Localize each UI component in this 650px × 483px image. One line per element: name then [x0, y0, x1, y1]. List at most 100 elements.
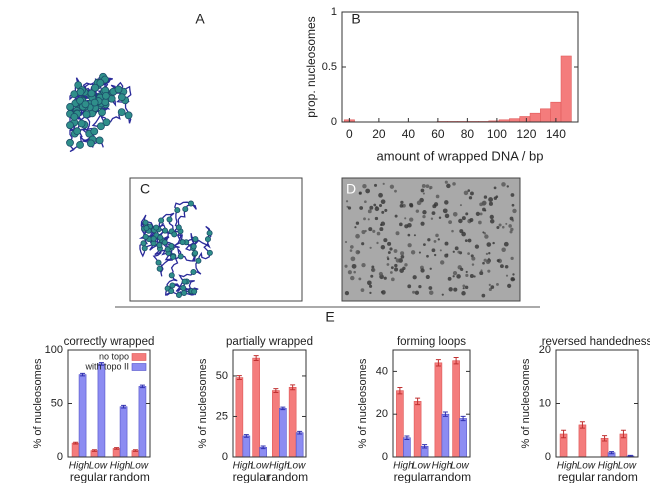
em-particle: [444, 241, 449, 246]
em-particle: [360, 288, 365, 292]
y-tick-label: 40: [376, 365, 388, 377]
nucleosome: [155, 259, 162, 266]
em-particle: [481, 293, 486, 298]
error-bar: [260, 445, 266, 450]
em-particle: [486, 242, 492, 247]
em-particle: [429, 187, 432, 190]
y-tick-label: 50: [51, 397, 63, 409]
em-particle: [488, 252, 491, 255]
bar: [138, 386, 147, 458]
nucleosome: [102, 118, 111, 127]
nucleosome: [124, 111, 133, 120]
em-particle: [394, 263, 398, 268]
plot-frame: [341, 11, 579, 123]
em-particle: [367, 218, 370, 221]
em-particle: [369, 291, 372, 295]
em-particle: [353, 270, 356, 274]
error-bar: [442, 411, 448, 417]
em-particle: [347, 206, 352, 210]
em-particle: [347, 270, 352, 275]
bar: [242, 435, 251, 458]
em-particle: [404, 217, 407, 220]
em-particle: [433, 253, 437, 257]
em-particle: [433, 202, 439, 207]
em-particle: [363, 217, 366, 221]
nucleosome: [96, 79, 105, 87]
error-bar: [579, 421, 585, 429]
em-particle: [505, 222, 508, 225]
em-particle: [394, 267, 399, 272]
x-tick-label: Low: [130, 461, 149, 472]
em-particle: [350, 275, 355, 281]
nucleosome: [179, 239, 186, 246]
error-bar: [280, 406, 286, 411]
x-tick-label: High: [598, 461, 619, 472]
em-particle: [415, 209, 420, 213]
em-particle: [378, 271, 383, 277]
nucleosome: [156, 265, 163, 272]
bar: [578, 424, 587, 458]
x-tick-label: 0: [346, 127, 353, 141]
nucleosome: [70, 112, 79, 121]
nucleosome: [90, 98, 99, 107]
em-particle: [389, 271, 393, 274]
em-particle: [457, 250, 461, 254]
em-particle: [503, 241, 509, 247]
em-particle: [407, 222, 412, 228]
nucleosome: [117, 93, 126, 102]
em-particle: [362, 183, 367, 189]
em-particle: [400, 200, 404, 204]
error-bar: [114, 447, 120, 450]
em-particle: [394, 256, 397, 260]
nucleosome: [191, 288, 198, 295]
bar: [272, 390, 280, 458]
em-particle: [387, 241, 392, 246]
em-particle: [479, 271, 484, 276]
bar: [295, 432, 304, 458]
nucleosome: [156, 242, 163, 249]
em-particle: [345, 200, 349, 203]
nucleosome: [97, 122, 105, 131]
nucleosome: [66, 121, 74, 130]
y-axis-label: % of nucleosomes: [32, 358, 44, 448]
em-particle: [350, 256, 356, 262]
group-label: regular: [70, 470, 107, 483]
error-bar: [98, 362, 104, 366]
em-particle: [409, 217, 414, 222]
em-particle: [465, 212, 469, 216]
em-particle: [482, 231, 485, 234]
group-label: regular: [558, 470, 595, 483]
em-particle: [389, 184, 395, 189]
bar: [78, 374, 87, 458]
panel-c-frame: [129, 177, 303, 302]
em-particle: [369, 284, 373, 288]
panel-label: E: [325, 309, 334, 325]
error-bar: [453, 356, 459, 365]
em-particle: [487, 269, 491, 273]
em-particle: [370, 274, 374, 278]
x-tick-label: 140: [546, 127, 566, 141]
x-tick-label: High: [557, 461, 578, 472]
em-particle: [448, 220, 453, 225]
em-particle: [357, 250, 361, 254]
em-particle: [442, 208, 448, 214]
bar: [452, 360, 460, 458]
em-particle: [447, 276, 452, 281]
em-particle: [437, 238, 440, 241]
legend-label: with topo II: [84, 361, 129, 371]
group-label: regular: [394, 470, 431, 483]
bar: [519, 116, 531, 123]
em-particle: [510, 256, 514, 261]
em-particle: [461, 231, 466, 237]
em-particle: [453, 287, 458, 292]
em-particle: [501, 182, 506, 187]
em-particle: [468, 196, 473, 200]
em-particle: [364, 200, 367, 204]
x-tick-label: 20: [372, 127, 386, 141]
em-particle: [444, 213, 450, 219]
em-particle: [465, 270, 468, 274]
panel-label: B: [351, 11, 360, 27]
group-label: regular: [233, 470, 270, 483]
x-tick-label: Low: [412, 461, 431, 472]
em-particle: [485, 252, 489, 256]
